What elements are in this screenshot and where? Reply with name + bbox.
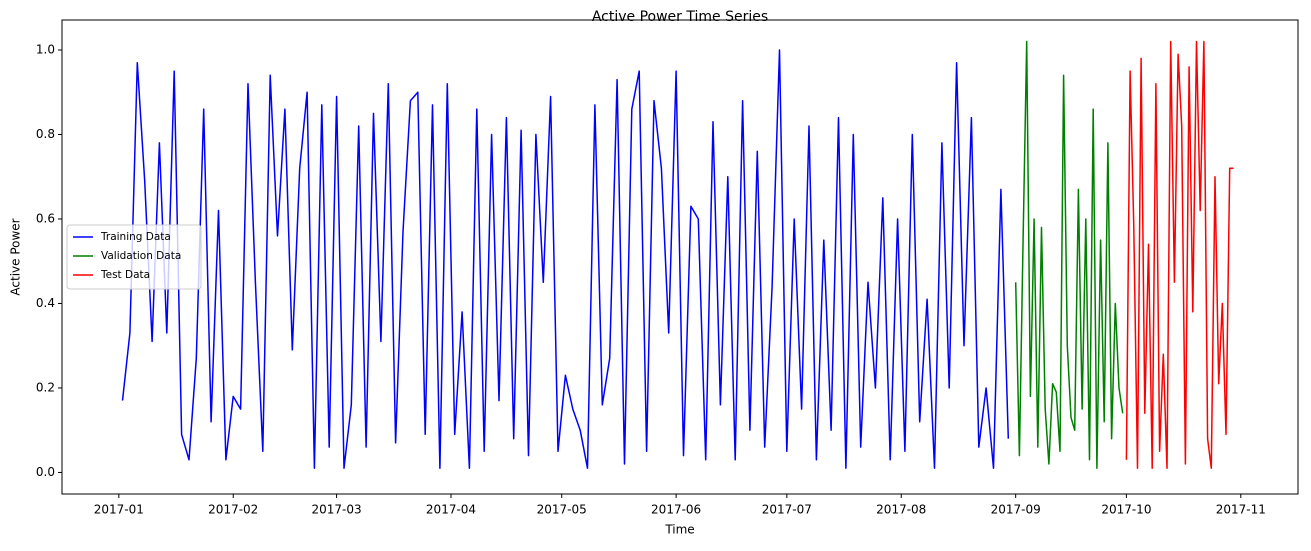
x-tick-label: 2017-05 xyxy=(537,503,587,517)
x-tick-label: 2017-04 xyxy=(426,503,476,517)
y-tick-label: 0.6 xyxy=(36,211,55,225)
y-tick-label: 0.4 xyxy=(36,296,55,310)
legend-label: Test Data xyxy=(100,269,150,281)
y-tick-label: 1.0 xyxy=(36,42,55,56)
x-tick-label: 2017-02 xyxy=(208,503,258,517)
x-axis-label: Time xyxy=(664,523,694,537)
series-line xyxy=(1125,40,1234,469)
x-tick-label: 2017-07 xyxy=(762,503,812,517)
legend-box xyxy=(66,224,202,290)
legend-label: Training Data xyxy=(100,231,171,243)
y-tick-label: 0.0 xyxy=(36,465,55,479)
series-line xyxy=(1014,40,1124,469)
plot-frame xyxy=(61,19,1299,495)
x-tick-label: 2017-11 xyxy=(1216,503,1266,517)
x-tick-label: 2017-09 xyxy=(991,503,1041,517)
x-tick-label: 2017-08 xyxy=(876,503,926,517)
x-tick-label: 2017-03 xyxy=(312,503,362,517)
y-tick-label: 0.8 xyxy=(36,127,55,141)
legend: Training Data Validation Data Test Data xyxy=(66,224,202,290)
chart-title: Active Power Time Series xyxy=(592,9,768,25)
x-tick-label: 2017-10 xyxy=(1101,503,1151,517)
y-tick-label: 0.2 xyxy=(36,380,55,394)
x-tick-label: 2017-06 xyxy=(651,503,701,517)
series-line xyxy=(121,49,1010,469)
legend-label: Validation Data xyxy=(101,250,181,262)
x-tick-label: 2017-01 xyxy=(94,503,144,517)
y-axis-label: Active Power xyxy=(9,218,23,295)
